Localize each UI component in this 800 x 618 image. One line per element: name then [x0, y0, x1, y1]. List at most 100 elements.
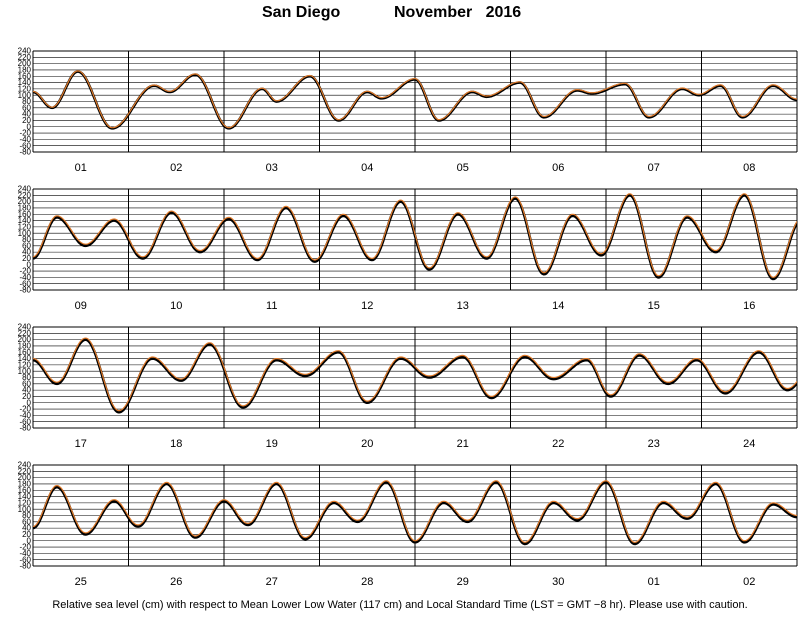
y-tick-label: -80 [19, 562, 31, 571]
y-tick-label: 0 [27, 536, 32, 545]
y-tick-label: 220 [18, 467, 32, 476]
day-label: 30 [552, 576, 564, 588]
day-label: 28 [361, 576, 373, 588]
day-label: 07 [648, 162, 660, 174]
y-tick-label: 60 [22, 517, 31, 526]
day-label: 06 [552, 162, 564, 174]
y-tick-label: 120 [18, 360, 32, 369]
y-tick-label: 140 [18, 78, 32, 87]
y-tick-label: 240 [18, 323, 32, 332]
y-tick-label: 140 [18, 492, 32, 501]
day-label: 22 [552, 438, 564, 450]
month-label: November [394, 4, 473, 21]
day-label: 08 [743, 162, 755, 174]
y-tick-label: 180 [18, 342, 32, 351]
y-tick-label: 80 [22, 235, 31, 244]
day-label: 25 [75, 576, 87, 588]
y-tick-label: 80 [22, 511, 31, 520]
y-tick-label: 180 [18, 480, 32, 489]
month-year: November 2016 [394, 4, 521, 22]
y-tick-label: 0 [27, 260, 32, 269]
y-tick-label: 0 [27, 122, 32, 131]
y-tick-label: 120 [18, 222, 32, 231]
y-tick-label: 160 [18, 210, 32, 219]
y-tick-label: -80 [19, 148, 31, 157]
y-tick-label: 100 [18, 505, 32, 514]
y-tick-label: 40 [22, 110, 31, 119]
y-tick-label: -80 [19, 424, 31, 433]
day-label: 27 [266, 576, 278, 588]
y-tick-label: -40 [19, 411, 31, 420]
predicted-tide-line [33, 70, 797, 129]
y-tick-label: 20 [22, 530, 31, 539]
y-tick-label: 60 [22, 241, 31, 250]
y-tick-label: 160 [18, 486, 32, 495]
y-tick-label: 240 [18, 461, 32, 470]
day-label: 24 [743, 438, 755, 450]
day-label: 19 [266, 438, 278, 450]
day-label: 29 [457, 576, 469, 588]
y-tick-label: 100 [18, 229, 32, 238]
y-tick-label: 140 [18, 216, 32, 225]
observed-sea-level-line [33, 481, 797, 546]
day-label: 11 [266, 300, 277, 312]
y-tick-label: 120 [18, 84, 32, 93]
y-tick-label: 140 [18, 354, 32, 363]
y-tick-label: 200 [18, 59, 32, 68]
y-tick-label: 100 [18, 91, 32, 100]
day-label: 09 [75, 300, 87, 312]
y-tick-label: 20 [22, 392, 31, 401]
footer-note: Relative sea level (cm) with respect to … [52, 599, 748, 611]
day-label: 10 [170, 300, 182, 312]
y-tick-label: 40 [22, 524, 31, 533]
y-tick-label: 220 [18, 53, 32, 62]
y-tick-label: -20 [19, 405, 31, 414]
day-label: 01 [648, 576, 660, 588]
y-tick-label: -40 [19, 135, 31, 144]
day-label: 26 [170, 576, 182, 588]
y-tick-label: 200 [18, 473, 32, 482]
y-tick-label: 80 [22, 97, 31, 106]
y-tick-label: -40 [19, 273, 31, 282]
y-tick-label: 180 [18, 66, 32, 75]
day-label: 16 [743, 300, 755, 312]
day-label: 04 [361, 162, 373, 174]
day-label: 20 [361, 438, 373, 450]
y-tick-label: 0 [27, 398, 32, 407]
day-label: 01 [75, 162, 87, 174]
y-tick-label: -60 [19, 279, 31, 288]
y-tick-label: -20 [19, 129, 31, 138]
y-tick-label: 160 [18, 348, 32, 357]
predicted-tide-line [33, 193, 797, 278]
predicted-tide-line [33, 337, 797, 412]
day-label: 05 [457, 162, 469, 174]
day-label: 23 [648, 438, 660, 450]
y-tick-label: 200 [18, 335, 32, 344]
y-tick-label: 20 [22, 254, 31, 263]
day-label: 12 [361, 300, 373, 312]
y-tick-label: 40 [22, 248, 31, 257]
y-tick-label: -40 [19, 549, 31, 558]
y-tick-label: 120 [18, 498, 32, 507]
y-tick-label: 240 [18, 47, 32, 56]
y-tick-label: 240 [18, 185, 32, 194]
y-tick-label: -60 [19, 417, 31, 426]
day-label: 17 [75, 438, 87, 450]
day-label: 21 [457, 438, 469, 450]
y-tick-label: -20 [19, 543, 31, 552]
predicted-tide-line [33, 480, 797, 543]
y-tick-label: -60 [19, 555, 31, 564]
day-label: 15 [648, 300, 660, 312]
y-tick-label: 60 [22, 103, 31, 112]
y-tick-label: 200 [18, 197, 32, 206]
y-tick-label: 220 [18, 191, 32, 200]
y-tick-label: 100 [18, 367, 32, 376]
y-tick-label: 80 [22, 373, 31, 382]
day-label: 14 [552, 300, 564, 312]
day-label: 02 [170, 162, 182, 174]
year-label: 2016 [485, 4, 522, 21]
y-tick-label: -60 [19, 141, 31, 150]
day-label: 13 [457, 300, 469, 312]
y-tick-label: 40 [22, 386, 31, 395]
